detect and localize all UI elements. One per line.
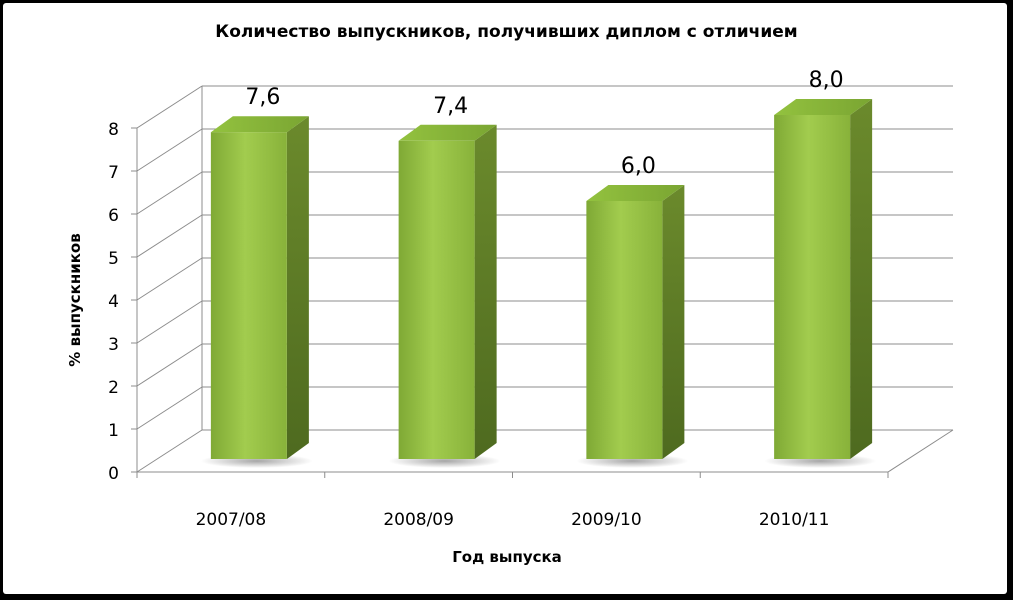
x-tick-label: 2007/08 bbox=[196, 510, 267, 530]
labels: 7,6 7,4 6,0 8,0 bbox=[245, 68, 843, 179]
y-tick-label: 4 bbox=[108, 292, 119, 312]
bar-front bbox=[398, 140, 475, 460]
x-tick-label: 2009/10 bbox=[571, 510, 642, 530]
gridline-diagonal bbox=[136, 128, 203, 172]
gridline-diagonal bbox=[136, 429, 203, 473]
y-tick-label: 6 bbox=[108, 206, 119, 226]
gridline-diagonal bbox=[136, 386, 203, 430]
axes: 0 1 2 3 4 5 6 7 8 2007/08 2008/09 2009/10 2010/11 bbox=[108, 120, 889, 530]
bar-front bbox=[210, 132, 287, 459]
bar-top bbox=[586, 185, 685, 201]
gridline-diagonal bbox=[136, 214, 203, 258]
bar-front bbox=[586, 201, 663, 459]
bars bbox=[200, 99, 877, 468]
y-tick-label: 1 bbox=[108, 421, 119, 441]
y-axis-title: % выпускников bbox=[66, 233, 84, 367]
x-tick-label: 2008/09 bbox=[383, 510, 454, 530]
y-tick-label: 5 bbox=[108, 249, 119, 269]
bar-top bbox=[210, 116, 309, 133]
gridline-diagonal bbox=[136, 343, 203, 387]
y-tick-label: 7 bbox=[108, 163, 119, 183]
gridline-diagonal bbox=[136, 85, 203, 129]
bar-side bbox=[850, 99, 873, 459]
data-label: 8,0 bbox=[809, 68, 844, 93]
bar-2010/11 bbox=[764, 99, 877, 468]
bar-front bbox=[774, 115, 851, 459]
x-tick-label: 2010/11 bbox=[759, 510, 830, 530]
data-label: 7,6 bbox=[245, 85, 280, 110]
bar-2008/09 bbox=[388, 124, 501, 468]
bar-side bbox=[286, 116, 309, 459]
y-tick-label: 8 bbox=[108, 120, 119, 140]
bar-2009/10 bbox=[576, 185, 689, 468]
bar-2007/08 bbox=[200, 116, 313, 468]
gridline-diagonal bbox=[136, 171, 203, 215]
gridline-diagonal bbox=[136, 300, 203, 344]
y-tick-label: 2 bbox=[108, 378, 119, 398]
bar-side bbox=[474, 124, 497, 460]
y-tick-label: 0 bbox=[108, 464, 119, 484]
chart-title: Количество выпускников, получивших дипло… bbox=[215, 22, 798, 42]
bar-top bbox=[398, 124, 497, 141]
data-label: 7,4 bbox=[433, 94, 468, 119]
y-tick-label: 3 bbox=[108, 335, 119, 355]
data-label: 6,0 bbox=[621, 154, 656, 179]
x-axis-title: Год выпуска bbox=[452, 548, 562, 566]
gridline-diagonal bbox=[136, 257, 203, 301]
bar-side bbox=[662, 185, 685, 459]
bar-top bbox=[774, 99, 873, 115]
